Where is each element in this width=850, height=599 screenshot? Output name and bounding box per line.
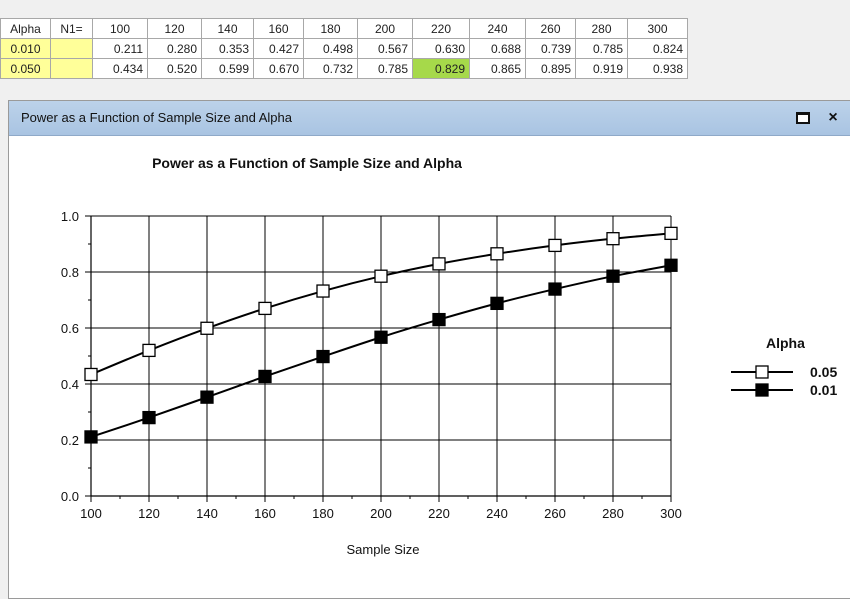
table-row[interactable]: 0.010 0.211 0.280 0.353 0.427 0.498 0.567 0.630… — [0, 38, 688, 59]
chart-title: Power as a Function of Sample Size and A… — [152, 155, 462, 171]
table-header-cell[interactable]: 180 — [303, 18, 358, 39]
x-tick-label: 220 — [428, 506, 450, 521]
n1-cell[interactable] — [50, 38, 93, 59]
table-header-cell[interactable]: 140 — [201, 18, 254, 39]
table-header-cell[interactable]: 100 — [92, 18, 148, 39]
table-header-cell[interactable]: 220 — [412, 18, 470, 39]
x-tick-label: 160 — [254, 506, 276, 521]
table-header-row: Alpha N1= 100 120 140 160 180 200 220 240 260 280 30… — [0, 18, 688, 39]
data-point — [606, 232, 620, 246]
data-point — [84, 430, 98, 444]
data-point — [664, 258, 678, 272]
alpha-cell[interactable]: 0.050 — [0, 58, 51, 79]
power-value-cell[interactable]: 0.732 — [303, 58, 358, 79]
x-tick-label: 100 — [80, 506, 102, 521]
table-header-cell[interactable]: 260 — [525, 18, 576, 39]
x-tick-label: 280 — [602, 506, 624, 521]
x-axis-label: Sample Size — [347, 542, 420, 557]
power-value-cell[interactable]: 0.427 — [253, 38, 304, 59]
table-header-cell[interactable]: 120 — [147, 18, 202, 39]
legend-marker — [755, 383, 769, 397]
legend-marker — [755, 365, 769, 379]
power-value-cell[interactable]: 0.670 — [253, 58, 304, 79]
n1-cell[interactable] — [50, 58, 93, 79]
x-tick-label: 300 — [660, 506, 682, 521]
table-header-cell[interactable]: 240 — [469, 18, 526, 39]
alpha-cell[interactable]: 0.010 — [0, 38, 51, 59]
y-tick-label: 0.4 — [61, 377, 79, 392]
data-point — [664, 226, 678, 241]
power-value-cell[interactable]: 0.895 — [525, 58, 576, 79]
data-point — [142, 343, 156, 358]
power-table[interactable]: Alpha N1= 100 120 140 160 180 200 220 240 260 280 30… — [0, 18, 688, 79]
table-header-cell[interactable]: N1= — [50, 18, 93, 39]
table-row[interactable]: 0.050 0.434 0.520 0.599 0.670 0.732 0.785 0.829… — [0, 58, 688, 79]
power-value-cell[interactable]: 0.824 — [627, 38, 688, 59]
chart-window[interactable]: Power as a Function of Sample Size and A… — [8, 100, 850, 599]
maximize-button[interactable] — [791, 107, 815, 129]
data-point — [374, 269, 388, 283]
x-tick-label: 140 — [196, 506, 218, 521]
data-point — [432, 312, 446, 327]
power-value-cell[interactable]: 0.520 — [147, 58, 202, 79]
x-tick-label: 180 — [312, 506, 334, 521]
legend-label: 0.05 — [810, 364, 837, 380]
table-header-cell[interactable]: Alpha — [0, 18, 51, 39]
power-value-cell[interactable]: 0.353 — [201, 38, 254, 59]
legend: Alpha 0.05 0.01 — [731, 335, 837, 398]
power-value-cell[interactable]: 0.829 — [412, 58, 470, 79]
x-tick-label: 120 — [138, 506, 160, 521]
data-point — [84, 367, 98, 382]
power-value-cell[interactable]: 0.739 — [525, 38, 576, 59]
power-value-cell[interactable]: 0.280 — [147, 38, 202, 59]
x-tick-label: 200 — [370, 506, 392, 521]
data-point — [316, 284, 330, 298]
power-value-cell[interactable]: 0.919 — [575, 58, 628, 79]
data-point — [490, 247, 504, 261]
legend-label: 0.01 — [810, 382, 837, 398]
plot-area: 100 120 140 160 180 200 220 240 260 280 300 0.0 0.2 0… — [61, 209, 682, 521]
power-value-cell[interactable]: 0.785 — [357, 58, 413, 79]
data-point — [142, 410, 156, 425]
power-value-cell[interactable]: 0.865 — [469, 58, 526, 79]
power-value-cell[interactable]: 0.688 — [469, 38, 526, 59]
data-point — [258, 301, 272, 316]
power-value-cell[interactable]: 0.599 — [201, 58, 254, 79]
power-value-cell[interactable]: 0.211 — [92, 38, 148, 59]
legend-title: Alpha — [766, 335, 805, 351]
power-value-cell[interactable]: 0.938 — [627, 58, 688, 79]
x-tick-label: 240 — [486, 506, 508, 521]
y-tick-label: 0.6 — [61, 321, 79, 336]
power-value-cell[interactable]: 0.498 — [303, 38, 358, 59]
y-tick-label: 0.8 — [61, 265, 79, 280]
y-tick-label: 0.0 — [61, 489, 79, 504]
window-title: Power as a Function of Sample Size and A… — [21, 110, 292, 125]
power-value-cell[interactable]: 0.567 — [357, 38, 413, 59]
close-button[interactable]: × — [828, 109, 838, 126]
data-point — [490, 296, 504, 311]
data-point — [548, 238, 562, 253]
data-point — [432, 257, 446, 271]
maximize-icon — [796, 112, 810, 124]
data-point — [374, 330, 388, 344]
x-tick-label: 260 — [544, 506, 566, 521]
table-header-cell[interactable]: 300 — [627, 18, 688, 39]
y-tick-label: 1.0 — [61, 209, 79, 224]
window-title-bar[interactable]: Power as a Function of Sample Size and A… — [9, 101, 850, 136]
data-grid[interactable]: Alpha N1= 100 120 140 160 180 200 220 240 260 280 30… — [0, 0, 850, 88]
power-value-cell[interactable]: 0.785 — [575, 38, 628, 59]
data-point — [200, 390, 214, 404]
table-header-cell[interactable]: 280 — [575, 18, 628, 39]
data-point — [606, 269, 620, 283]
table-header-cell[interactable]: 200 — [357, 18, 413, 39]
power-value-cell[interactable]: 0.434 — [92, 58, 148, 79]
power-chart: Power as a Function of Sample Size and A… — [61, 155, 838, 557]
data-point — [548, 282, 562, 296]
table-header-cell[interactable]: 160 — [253, 18, 304, 39]
data-point — [200, 321, 214, 335]
y-tick-label: 0.2 — [61, 433, 79, 448]
power-value-cell[interactable]: 0.630 — [412, 38, 470, 59]
data-point — [258, 369, 272, 384]
data-point — [316, 349, 330, 364]
